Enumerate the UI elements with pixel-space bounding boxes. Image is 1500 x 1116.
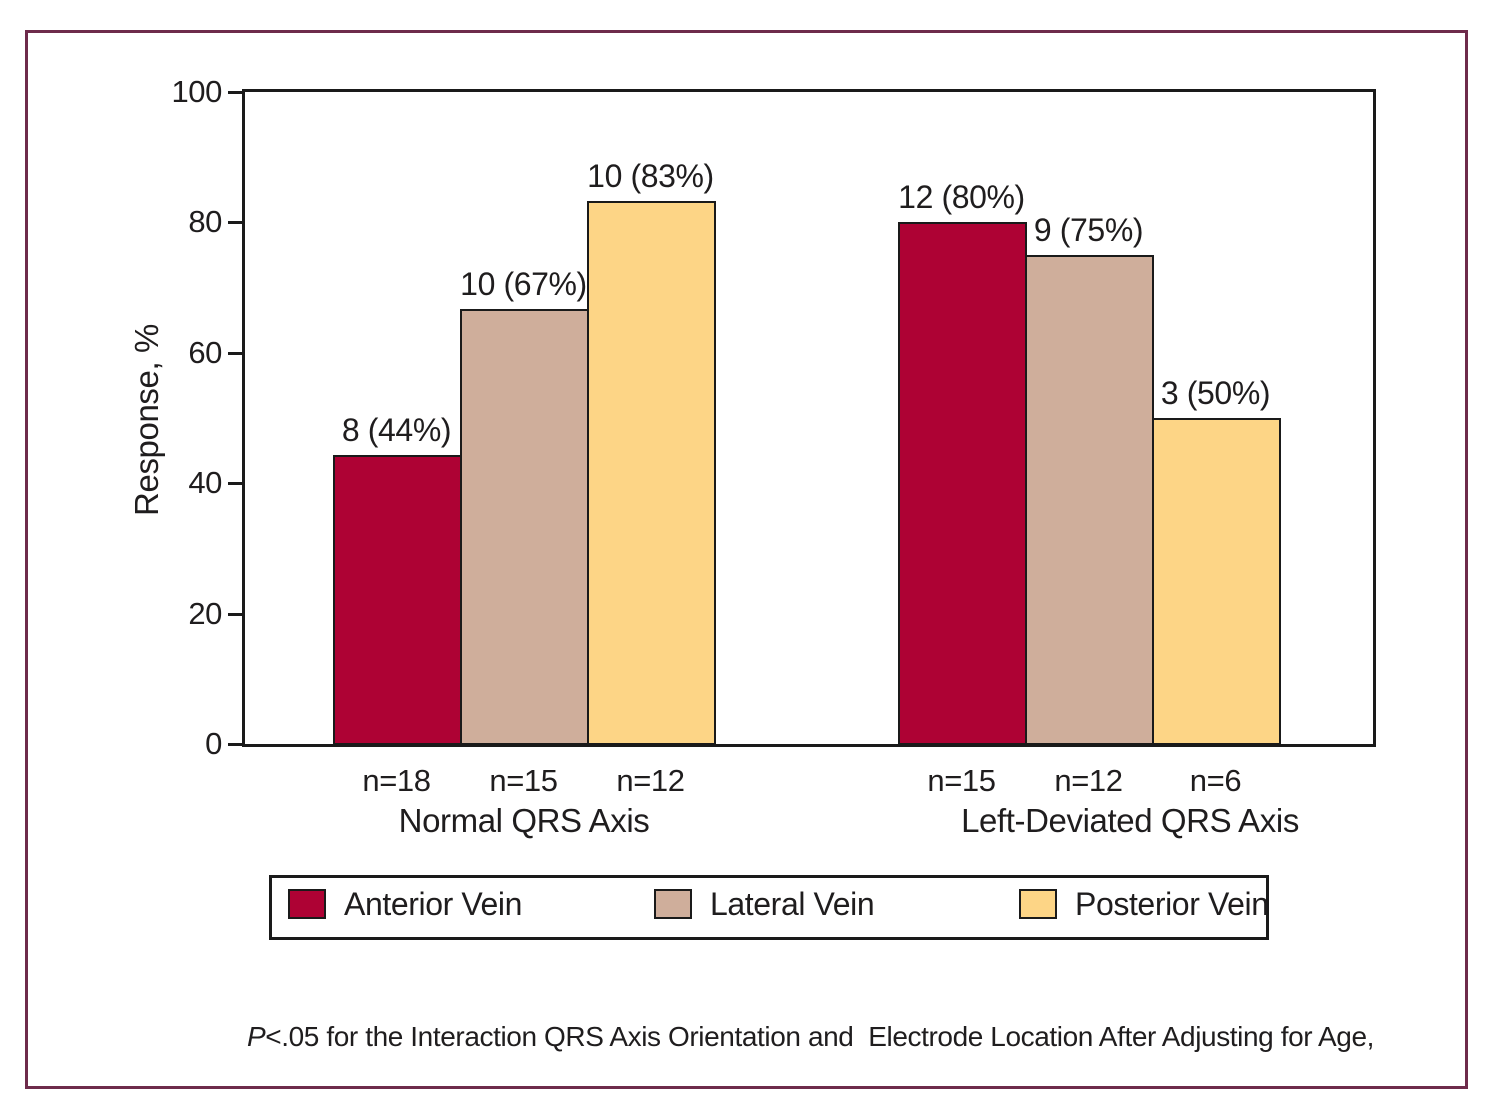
x-group-label: Left-Deviated QRS Axis xyxy=(961,802,1299,839)
y-tick-mark xyxy=(228,612,242,616)
legend-label-lateral-vein: Lateral Vein xyxy=(710,885,875,922)
y-tick-label: 20 xyxy=(188,595,222,631)
bar-posterior-vein xyxy=(1152,418,1281,745)
bar-value-label: 9 (75%) xyxy=(1033,212,1144,248)
footnote: P<.05 for the Interaction QRS Axis Orien… xyxy=(247,957,1427,1116)
legend-item-anterior-vein: Anterior Vein xyxy=(288,884,522,924)
bar-n-label: n=18 xyxy=(362,763,431,798)
y-tick-mark xyxy=(228,91,242,94)
legend-swatch-posterior-vein xyxy=(1019,889,1057,919)
bar-n-label: n=15 xyxy=(927,763,996,798)
bar-n-label: n=12 xyxy=(616,763,685,798)
y-tick-mark xyxy=(228,221,242,225)
y-tick-label: 60 xyxy=(188,334,222,370)
bar-value-label: 12 (80%) xyxy=(898,179,1025,215)
legend-label-anterior-vein: Anterior Vein xyxy=(344,885,523,922)
bar-value-label: 3 (50%) xyxy=(1160,375,1271,411)
legend-swatch-anterior-vein xyxy=(288,889,326,919)
bar-lateral-vein xyxy=(460,309,589,745)
bar-value-label: 10 (83%) xyxy=(587,158,714,194)
y-tick-label: 80 xyxy=(188,204,222,240)
bar-lateral-vein xyxy=(1025,255,1154,745)
legend-box xyxy=(269,875,1269,940)
y-tick-label: 40 xyxy=(188,465,222,501)
y-tick-mark xyxy=(228,482,242,486)
legend-item-posterior-vein: Posterior Vein xyxy=(1019,884,1269,924)
y-tick-label: 0 xyxy=(205,726,222,761)
legend-label-posterior-vein: Posterior Vein xyxy=(1075,885,1269,922)
bar-n-label: n=12 xyxy=(1054,763,1123,798)
footnote-line1: P<.05 for the Interaction QRS Axis Orien… xyxy=(247,1021,1427,1053)
footnote-p-symbol: P xyxy=(247,1021,266,1052)
bar-n-label: n=6 xyxy=(1189,763,1242,798)
legend-swatch-lateral-vein xyxy=(654,889,692,919)
y-tick-mark xyxy=(228,743,242,746)
y-tick-label: 100 xyxy=(171,74,222,109)
bar-n-label: n=15 xyxy=(489,763,558,798)
bar-value-label: 10 (67%) xyxy=(460,266,587,302)
bar-value-label: 8 (44%) xyxy=(341,412,452,448)
bar-anterior-vein xyxy=(333,455,462,745)
footnote-line1-text: <.05 for the Interaction QRS Axis Orient… xyxy=(265,1021,1375,1052)
y-tick-mark xyxy=(228,351,242,355)
bar-posterior-vein xyxy=(587,201,716,745)
x-group-label: Normal QRS Axis xyxy=(398,802,650,839)
bar-anterior-vein xyxy=(898,222,1027,745)
legend-item-lateral-vein: Lateral Vein xyxy=(654,884,875,924)
